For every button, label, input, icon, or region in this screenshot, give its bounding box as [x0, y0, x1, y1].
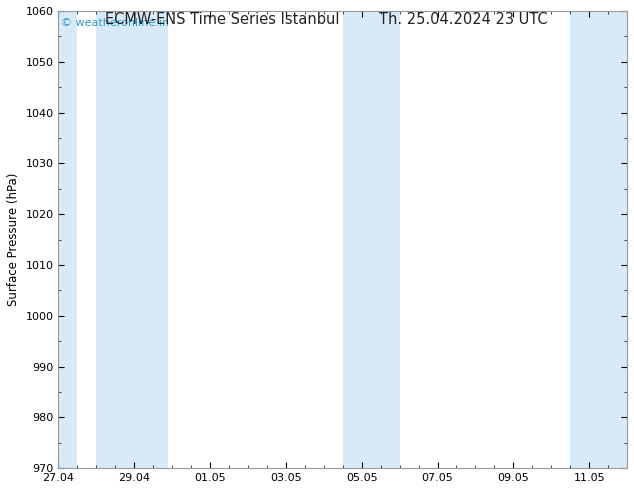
Bar [55, 11, 77, 468]
Text: © weatheronline.in: © weatheronline.in [61, 18, 169, 28]
Y-axis label: Surface Pressure (hPa): Surface Pressure (hPa) [7, 173, 20, 306]
Bar [570, 11, 631, 468]
Text: Th. 25.04.2024 23 UTC: Th. 25.04.2024 23 UTC [378, 12, 547, 27]
Bar [96, 11, 169, 468]
Bar [343, 11, 399, 468]
Text: ECMW-ENS Time Series Istanbul: ECMW-ENS Time Series Istanbul [105, 12, 339, 27]
